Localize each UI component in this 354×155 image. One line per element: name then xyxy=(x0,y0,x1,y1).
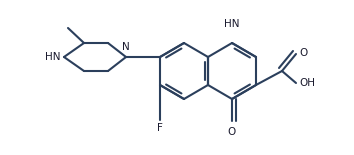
Text: HN: HN xyxy=(45,52,60,62)
Text: F: F xyxy=(157,123,163,133)
Text: OH: OH xyxy=(299,78,315,88)
Text: HN: HN xyxy=(224,19,240,29)
Text: N: N xyxy=(122,42,130,52)
Text: O: O xyxy=(299,48,307,58)
Text: O: O xyxy=(228,127,236,137)
